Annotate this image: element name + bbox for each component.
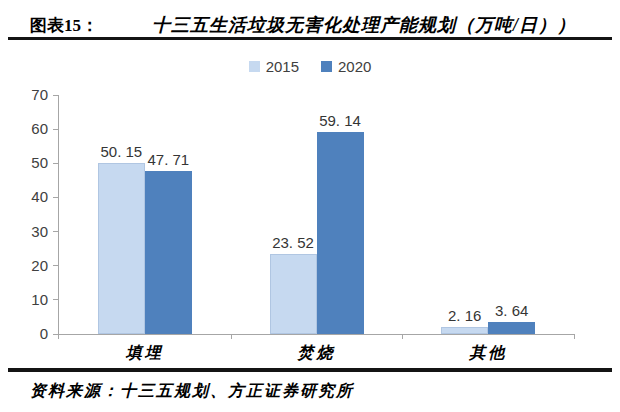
bottom-rule [8, 368, 612, 372]
y-axis-tick [53, 299, 58, 300]
plot-area: 01020304050607050. 1547. 71填埋23. 5259. 1… [58, 95, 574, 335]
y-axis-tick [53, 197, 58, 198]
legend-item-2015: 2015 [249, 58, 299, 75]
bar-2020-焚烧 [317, 132, 364, 334]
bar-2020-填埋 [145, 171, 192, 334]
x-axis-label: 填埋 [75, 343, 215, 364]
figure-title: 十三五生活垃圾无害化处理产能规划（万吨/日）） [120, 13, 608, 37]
legend-label: 2020 [338, 58, 371, 75]
y-axis-tick [53, 95, 58, 96]
bar-value-label: 3. 64 [467, 302, 557, 319]
y-axis-label: 70 [12, 86, 48, 103]
bar-2015-焚烧 [270, 254, 317, 334]
x-axis-tick [58, 334, 59, 339]
y-axis-label: 20 [12, 257, 48, 274]
y-axis-tick [53, 163, 58, 164]
top-rule [8, 37, 612, 40]
figure-label: 图表15： [30, 14, 98, 37]
x-axis-tick [231, 334, 232, 339]
y-axis-label: 0 [12, 325, 48, 342]
y-axis-tick [53, 265, 58, 266]
bar-value-label: 47. 71 [123, 151, 213, 168]
x-axis-label: 其他 [418, 343, 558, 364]
legend-label: 2015 [266, 58, 299, 75]
chart-legend: 2015 2020 [0, 58, 620, 75]
y-axis-label: 40 [12, 188, 48, 205]
bar-2020-其他 [488, 322, 535, 334]
report-figure: 图表15： 十三五生活垃圾无害化处理产能规划（万吨/日）） 2015 2020 0… [0, 0, 620, 412]
y-axis-label: 30 [12, 223, 48, 240]
x-axis-tick [402, 334, 403, 339]
source-note: 资料来源：十三五规划、方正证券研究所 [30, 381, 354, 402]
x-axis-tick [574, 334, 575, 339]
y-axis-label: 50 [12, 154, 48, 171]
bar-2015-其他 [441, 327, 488, 334]
bar-2015-填埋 [98, 163, 145, 334]
legend-item-2020: 2020 [321, 58, 371, 75]
bar-value-label: 59. 14 [295, 112, 385, 129]
x-axis-label: 焚烧 [247, 343, 387, 364]
y-axis-tick [53, 129, 58, 130]
legend-swatch-2020 [321, 61, 332, 72]
y-axis-label: 10 [12, 291, 48, 308]
legend-swatch-2015 [249, 61, 260, 72]
y-axis-label: 60 [12, 120, 48, 137]
y-axis-tick [53, 231, 58, 232]
